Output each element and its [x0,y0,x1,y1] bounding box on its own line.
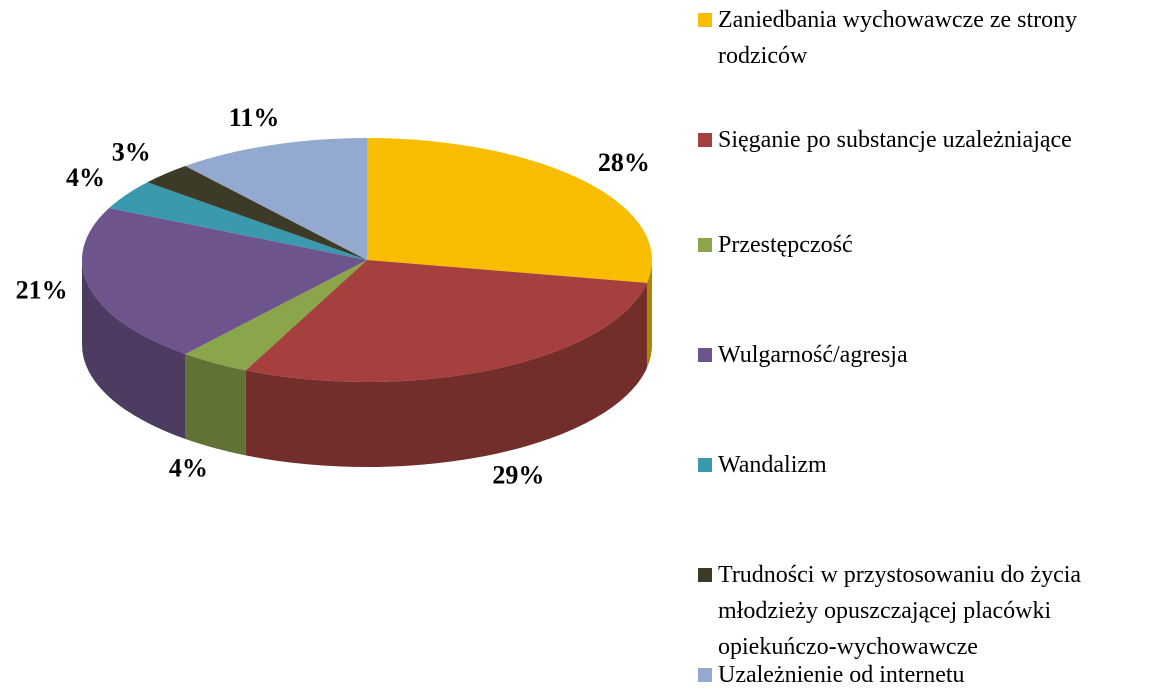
pie-slice [185,260,367,371]
data-label: 11% [229,103,280,132]
pie-side [81,260,186,440]
data-label: 29% [492,461,544,490]
legend-swatch [698,13,712,27]
data-label: 28% [598,148,650,177]
data-label: 3% [112,138,151,167]
legend-swatch [698,668,712,682]
data-label: 4% [169,454,208,483]
legend-label: Sięganie po substancje uzależniające [718,127,1072,153]
legend-swatch [698,458,712,472]
legend-swatch [698,348,712,362]
legend-label: Wandalizm [718,452,827,478]
legend-label: Uzależnienie od internetu [718,662,965,688]
legend-swatch [698,133,712,147]
pie-side [245,282,647,467]
pie-slice [147,165,367,260]
chart: 28%29%4%21%4%3%11% [16,103,652,490]
pie-slice [367,138,652,283]
pie-slice [245,260,647,382]
legend-label: Zaniedbania wychowawcze ze strony rodzic… [718,7,1078,69]
pie-slice [185,138,367,260]
data-label: 4% [66,163,105,192]
legend-swatch [698,568,712,582]
legend-label: Przestępczość [718,232,853,258]
pie-side [185,354,246,456]
pie-slice [109,182,367,260]
legend-label: Trudności w przystosowaniu do życia młod… [718,562,1082,660]
data-label: 21% [16,275,68,304]
legend-swatch [698,238,712,252]
pie-side [646,260,652,368]
legend-label: Wulgarność/agresja [718,342,908,368]
pie-slice [82,208,368,355]
